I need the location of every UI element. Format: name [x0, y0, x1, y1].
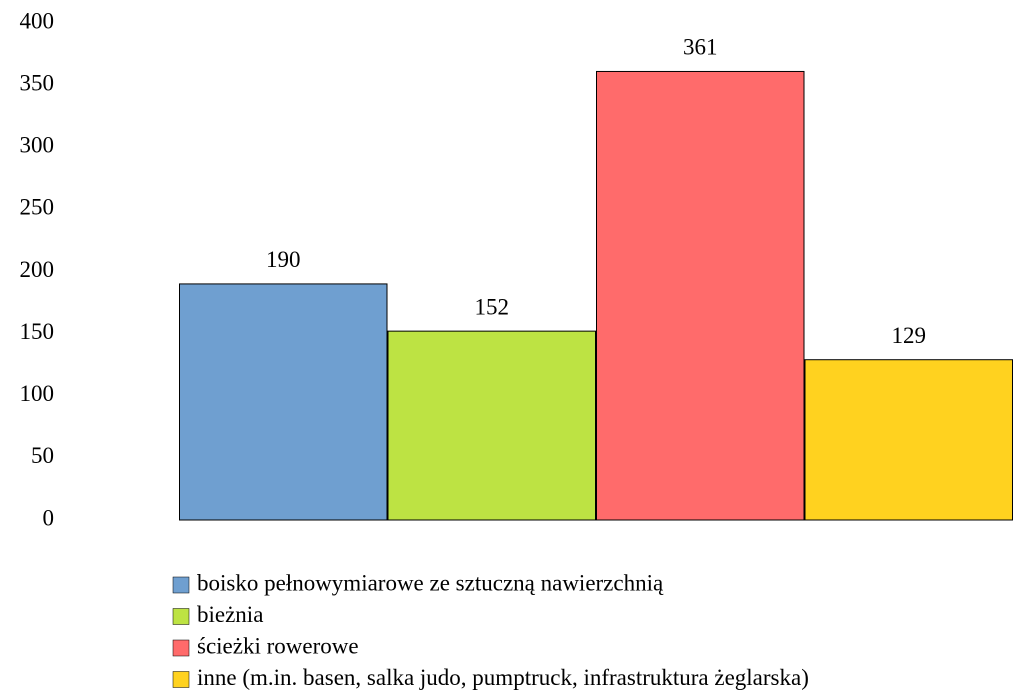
y-tick-label: 50: [31, 443, 54, 468]
legend-label: bieżnia: [197, 602, 263, 627]
bar: [387, 330, 596, 521]
bar: [804, 359, 1013, 521]
y-tick-label: 350: [20, 70, 55, 95]
y-tick-label: 150: [20, 319, 55, 344]
bar: [596, 70, 805, 521]
y-tick-label: 0: [43, 505, 55, 530]
y-tick-label: 300: [20, 133, 55, 158]
legend-swatch: [172, 671, 190, 688]
legend-swatch: [172, 576, 190, 594]
legend-label: inne (m.in. basen, salka judo, pumptruck…: [197, 665, 809, 690]
legend-label: boisko pełnowymiarowe ze sztuczną nawier…: [197, 570, 664, 595]
y-tick-label: 400: [20, 8, 55, 33]
y-tick-label: 200: [20, 257, 55, 282]
legend-swatch: [172, 608, 190, 625]
legend-label: ścieżki rowerowe: [197, 633, 359, 658]
value-label: 152: [475, 294, 510, 319]
y-tick-label: 100: [20, 381, 55, 406]
value-label: 129: [892, 323, 927, 348]
value-label: 361: [683, 35, 718, 60]
legend-swatch: [172, 639, 190, 657]
bar: [179, 283, 388, 521]
value-label: 190: [266, 247, 301, 272]
y-tick-label: 250: [20, 195, 55, 220]
